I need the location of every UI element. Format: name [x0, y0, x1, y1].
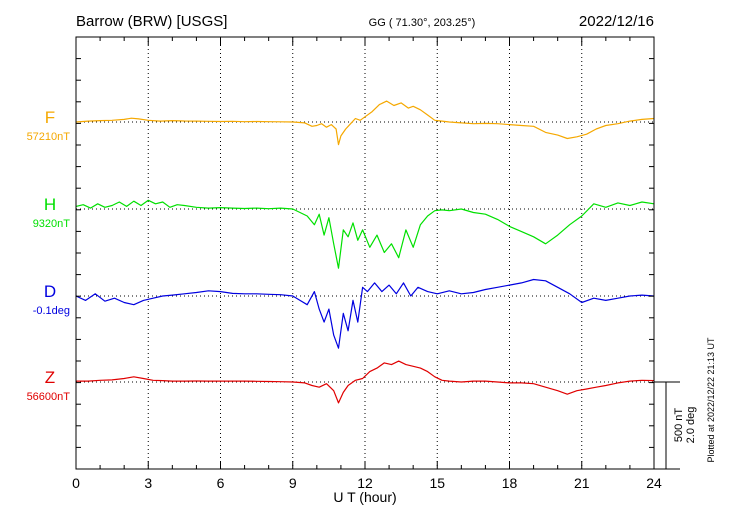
trace-h: [75, 199, 655, 269]
x-tick-label: 21: [574, 475, 590, 491]
x-tick-label: 15: [429, 475, 445, 491]
x-tick-labels: 0 3 6 9 12 15 18 21 24: [72, 475, 662, 491]
series-baseline-z: 56600nT: [27, 391, 71, 403]
trace-d: [75, 278, 655, 349]
series-name-z: Z: [45, 368, 55, 387]
series-traces: [75, 100, 655, 404]
series-baseline-h: 9320nT: [33, 218, 71, 230]
grid-lines: [147, 37, 583, 469]
x-tick-label: 0: [72, 475, 80, 491]
scale-bar: 500 nT 2.0 deg: [654, 381, 697, 470]
x-tick-label: 12: [357, 475, 373, 491]
x-tick-label: 3: [144, 475, 152, 491]
series-baseline-d: -0.1deg: [33, 305, 70, 317]
trace-z: [76, 360, 655, 404]
station-title: Barrow (BRW) [USGS]: [76, 13, 227, 30]
series-labels: F 57210nT H 9320nT D -0.1deg Z 56600nT: [27, 108, 71, 403]
series-name-h: H: [44, 195, 56, 214]
x-axis-label: U T (hour): [333, 489, 396, 505]
trace-f: [75, 100, 655, 146]
x-tick-label: 24: [646, 475, 662, 491]
axis-ticks: [75, 37, 655, 469]
series-name-f: F: [45, 108, 55, 127]
baseline-lines: [76, 121, 654, 383]
x-tick-label: 18: [502, 475, 518, 491]
coords-label: GG ( 71.30°, 203.25°): [369, 17, 476, 29]
x-tick-label: 6: [217, 475, 225, 491]
series-name-d: D: [44, 282, 56, 301]
scale-label-nt: 500 nT: [673, 408, 685, 443]
scale-label-deg: 2.0 deg: [685, 407, 697, 444]
date-label: 2022/12/16: [579, 13, 654, 30]
series-baseline-f: 57210nT: [27, 131, 71, 143]
plotted-timestamp: Plotted at 2022/12/22 21:13 UT: [706, 337, 716, 463]
x-tick-label: 9: [289, 475, 297, 491]
